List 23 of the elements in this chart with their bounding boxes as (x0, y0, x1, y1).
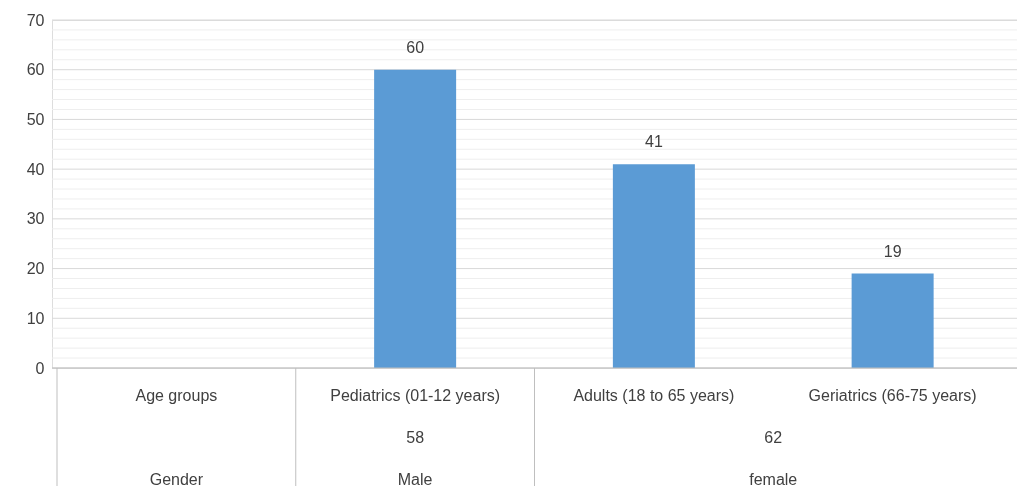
y-tick-label: 30 (26, 210, 45, 228)
y-tick-label: 60 (26, 61, 45, 79)
y-tick-label: 70 (26, 11, 45, 29)
y-tick-label: 50 (26, 110, 45, 128)
y-tick-label: 0 (35, 359, 45, 377)
text: Gender (149, 471, 204, 486)
y-tick-label: 20 (26, 260, 45, 278)
text: 58 (406, 429, 425, 446)
x-tick-label: Adults (18 to 65 years) (573, 387, 735, 404)
text: female (749, 471, 798, 486)
y-tick-label: 40 (26, 160, 45, 178)
text: Male (397, 471, 433, 486)
x-tick-label: Age groups (135, 387, 218, 404)
data-label: 60 (406, 38, 425, 56)
data-label: 41 (644, 133, 663, 151)
bar (851, 273, 934, 368)
x-tick-label: Pediatrics (01-12 years) (330, 387, 501, 404)
y-tick-label: 10 (26, 309, 45, 327)
text: 62 (764, 429, 783, 446)
bar (612, 164, 695, 368)
x-tick-label: Geriatrics (66-75 years) (808, 387, 977, 404)
bar (374, 69, 457, 368)
data-label: 19 (883, 242, 902, 260)
